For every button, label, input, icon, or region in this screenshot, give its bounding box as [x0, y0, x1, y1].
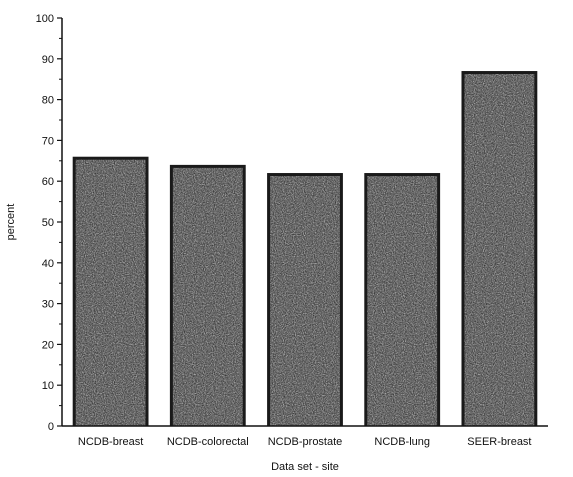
bar-fill	[270, 176, 340, 426]
x-tick-label: NCDB-colorectal	[167, 436, 249, 448]
y-tick-label: 70	[42, 135, 54, 147]
x-tick-labels: NCDB-breast NCDB-colorectal NCDB-prostate N…	[78, 436, 532, 448]
x-tick-label: NCDB-breast	[78, 436, 143, 448]
x-tick-label: SEER-breast	[467, 436, 531, 448]
x-axis-title: Data set - site	[271, 461, 339, 473]
y-tick-label: 40	[42, 258, 54, 270]
bar-fill	[75, 159, 146, 426]
y-tick-label: 20	[42, 339, 54, 351]
bar-ncdb-breast	[72, 156, 149, 426]
x-tick-label: NCDB-prostate	[268, 436, 343, 448]
y-tick-label: 100	[36, 13, 54, 25]
y-tick-label: 60	[42, 176, 54, 188]
bar-fill	[464, 74, 535, 426]
bar-ncdb-prostate	[267, 173, 343, 426]
y-ticks: 0 10 20 30 40 50 60 70 80 90 100	[36, 13, 62, 433]
y-tick-label: 30	[42, 299, 54, 311]
bar-fill	[367, 176, 438, 426]
y-tick-label: 50	[42, 217, 54, 229]
x-tick-label: NCDB-lung	[374, 436, 430, 448]
y-tick-label: 80	[42, 95, 54, 107]
bar-fill	[172, 167, 243, 426]
y-axis-title: percent	[5, 204, 17, 241]
bar-ncdb-lung	[364, 173, 441, 426]
bars-layer	[72, 71, 538, 426]
y-tick-label: 0	[48, 421, 54, 433]
bar-seer-breast	[461, 71, 538, 426]
bar-ncdb-colorectal	[169, 164, 246, 426]
y-tick-label: 10	[42, 380, 54, 392]
y-tick-label: 90	[42, 54, 54, 66]
